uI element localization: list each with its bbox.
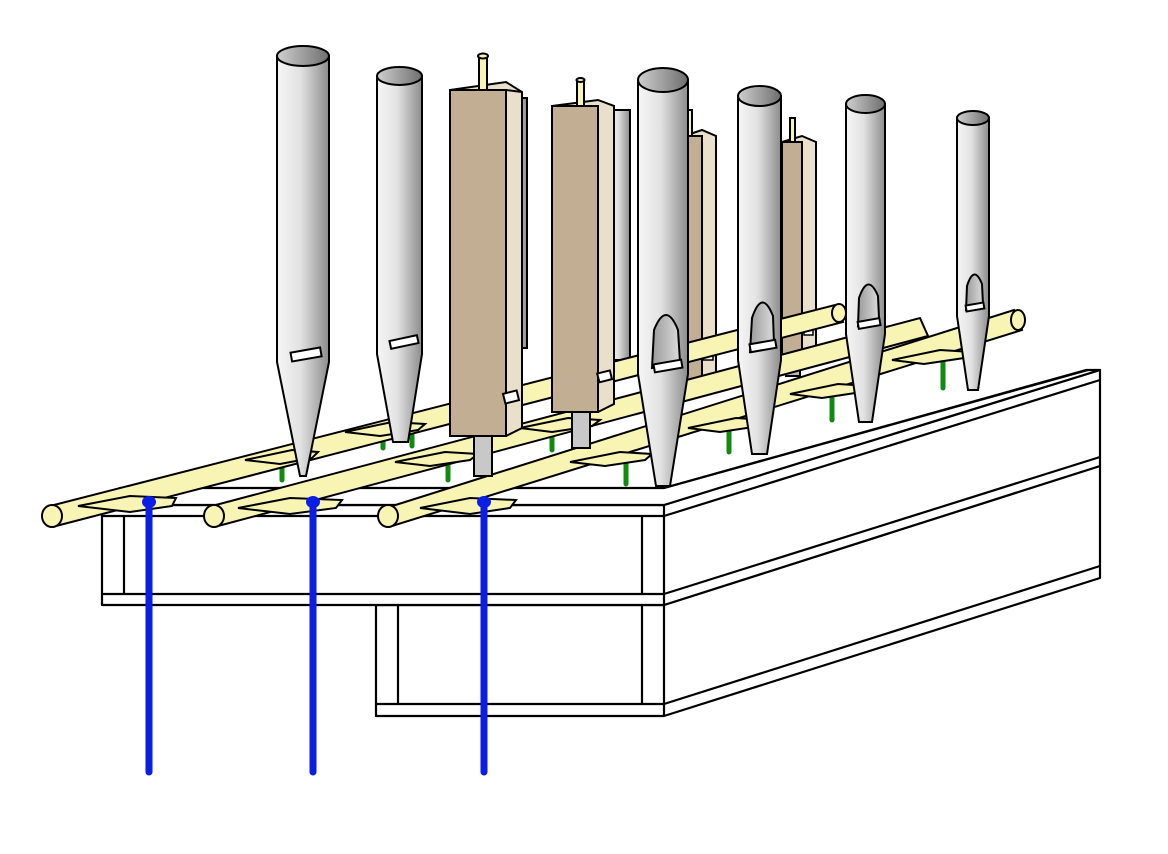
metal-pipe-5	[845, 94, 886, 423]
tracker-wire-1	[142, 496, 156, 776]
front-pipes	[276, 45, 990, 487]
metal-pipe-4	[737, 85, 782, 455]
metal-pipe-2	[376, 66, 423, 443]
wooden-pipe-1	[449, 52, 523, 477]
metal-pipe-3	[637, 67, 689, 487]
tracker-wire-2	[306, 496, 320, 776]
wooden-pipe-2	[551, 77, 615, 449]
metal-pipe-6	[956, 110, 990, 391]
tracker-wires	[142, 496, 491, 776]
metal-pipe-1	[276, 45, 330, 477]
tracker-wire-3	[477, 496, 491, 776]
